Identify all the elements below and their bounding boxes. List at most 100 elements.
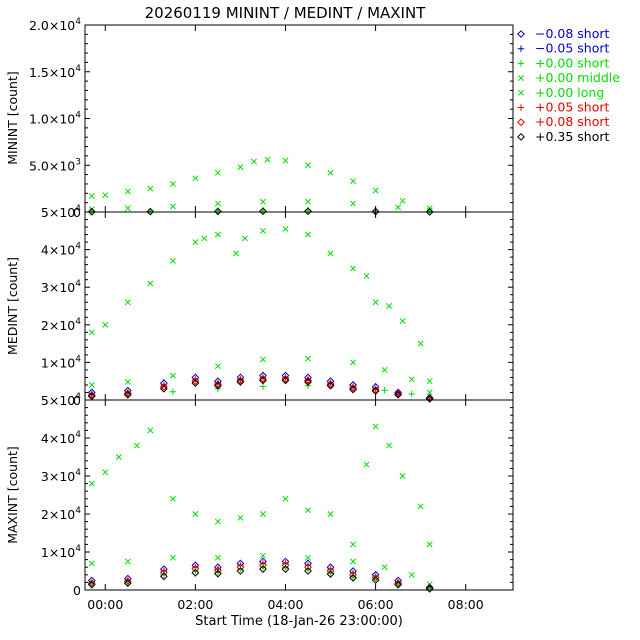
maxint-ytick-label: 4×104 <box>41 430 81 446</box>
legend-entry: +0.05 short <box>517 100 610 115</box>
medint-point-0-00-long <box>282 225 289 232</box>
maxint-point-0-00-short <box>426 585 433 592</box>
maxint-point-0-00-middle <box>169 554 176 561</box>
minint-point-0-00-long <box>147 185 154 192</box>
legend-label: −0.05 short <box>535 41 610 56</box>
legend-label: +0.08 short <box>535 114 610 129</box>
maxint-point-0-35-short <box>326 570 335 578</box>
panel-minint-frame <box>84 24 514 213</box>
maxint-point-0-00-long <box>260 511 266 517</box>
maxint-point-0-35-short <box>123 579 132 588</box>
minint-point-0-35-short <box>213 207 222 216</box>
minint-point-0-00-long <box>399 197 406 204</box>
medint-point-0-00-middle <box>350 359 357 366</box>
maxint-point-0-35-short <box>191 568 200 577</box>
minint-point-0-00-middle <box>260 198 266 205</box>
legend: −0.08 short−0.05 short+0.00 short+0.00 m… <box>517 26 620 144</box>
medint-point-0-00-long <box>372 299 379 306</box>
x-tick-label: 02:00 <box>177 597 213 612</box>
maxint-point-0-00-short <box>304 565 312 573</box>
maxint-point-0-00-long <box>372 423 379 430</box>
maxint-point-0-00-long <box>237 514 244 521</box>
legend-entry: −0.08 short <box>517 26 610 41</box>
x-tick-label: 06:00 <box>358 597 394 612</box>
maxint-ylabel: MAXINT [count] <box>5 446 20 544</box>
medint-point-0-00-long <box>241 235 248 242</box>
medint-ytick-label: 0 <box>73 393 81 408</box>
medint-point-0-35-short <box>236 378 245 386</box>
medint-point-0-00-long <box>147 280 154 287</box>
minint-point-0-00-middle <box>124 205 131 212</box>
medint-point-0-08-short <box>236 376 245 385</box>
legend-label: +0.00 long <box>535 85 604 100</box>
minint-point-0-00-long <box>102 192 109 199</box>
medint-point-0-08-short <box>281 375 290 383</box>
x-axis-ticks: 00:00 02:00 04:00 06:00 08:00 <box>87 597 483 612</box>
maxint-point-0-35-short <box>213 569 222 578</box>
minint-point-0-00-long <box>305 162 311 169</box>
legend-entry: +0.08 short <box>517 114 610 129</box>
minint-ytick-label: 0 <box>73 205 81 220</box>
medint-point-0-00-middle <box>214 363 221 370</box>
medint-ytick-label: 3×104 <box>41 279 81 295</box>
minint-point-0-00-long <box>192 175 199 182</box>
medint-point-0-00-long <box>417 340 424 347</box>
medint-point-0-00-long <box>305 231 311 238</box>
panel-medint-marks <box>87 225 434 403</box>
minint-point-0-00-middle <box>305 198 311 205</box>
medint-point-0-08-short <box>159 382 168 391</box>
medint-point-0-00-long <box>169 257 176 264</box>
legend-marker <box>517 104 525 111</box>
medint-point-0-35-short <box>425 394 434 403</box>
panel-minint-yticks: 0 5.0×103 1.0×104 1.5×104 2.0×104 <box>29 17 513 220</box>
medint-point-0-08-short <box>326 380 335 389</box>
medint-point-0-35-short <box>281 376 290 385</box>
medint-point-0-35-short <box>191 379 200 387</box>
maxint-point-0-35-short <box>304 567 312 575</box>
maxint-point-0-35-short <box>159 572 168 581</box>
maxint-ytick-label: 5×104 <box>41 392 81 408</box>
maxint-ytick-label: 1×104 <box>41 544 81 560</box>
x-tick-label: 08:00 <box>448 597 484 612</box>
minint-point-0-00-long <box>88 193 95 200</box>
legend-label: +0.35 short <box>535 129 610 144</box>
panel-maxint: 0 1×104 2×104 3×104 4×104 5×104 MAXINT [count… <box>5 392 514 598</box>
maxint-ytick-label: 3×104 <box>41 468 81 484</box>
medint-point-0-00-long <box>102 321 109 328</box>
medint-point-0-08-short <box>191 377 200 386</box>
maxint-point-0-35-short <box>394 580 403 589</box>
legend-label: +0.05 short <box>535 100 610 115</box>
medint-point-0-08-short <box>371 385 380 394</box>
medint-point-0-00-long <box>399 318 406 324</box>
maxint-point-0-00-short <box>192 567 199 575</box>
medint-point-0-00-long <box>124 299 131 306</box>
minint-point-0-00-long <box>214 169 221 176</box>
medint-point-0-00-long <box>201 235 208 242</box>
maxint-point-0-00-long <box>147 427 154 434</box>
legend-entry: −0.05 short <box>517 41 610 56</box>
medint-point-0-00-middle <box>408 376 415 383</box>
minint-point-0-35-short <box>425 207 434 216</box>
maxint-ytick-label: 0 <box>73 583 81 598</box>
maxint-point-0-00-short <box>259 564 267 571</box>
legend-entry: +0.00 long <box>518 85 604 100</box>
medint-point-0-00-long <box>386 303 393 309</box>
legend-label: +0.00 short <box>535 55 610 70</box>
medint-point-0-00-short <box>169 388 177 395</box>
minint-point-0-00-middle <box>169 203 176 210</box>
panel-maxint-frame <box>84 399 514 591</box>
maxint-ytick-label: 2×104 <box>41 506 81 522</box>
medint-point-0-35-short <box>123 390 132 399</box>
maxint-point-0-00-long <box>386 442 393 449</box>
medint-point-0-08-short <box>87 391 96 400</box>
legend-marker <box>517 30 525 38</box>
maxint-point-0-00-middle <box>214 554 221 561</box>
medint-point-0-00-short <box>408 390 415 398</box>
medint-point-0-35-short <box>213 381 222 390</box>
minint-point-0-00-middle <box>350 200 357 207</box>
medint-ytick-label: 2×104 <box>41 317 81 333</box>
maxint-point-0-35-short <box>87 580 96 589</box>
maxint-point-0-00-long <box>417 503 424 510</box>
legend-marker <box>518 75 524 82</box>
legend-entry: +0.35 short <box>517 129 610 144</box>
